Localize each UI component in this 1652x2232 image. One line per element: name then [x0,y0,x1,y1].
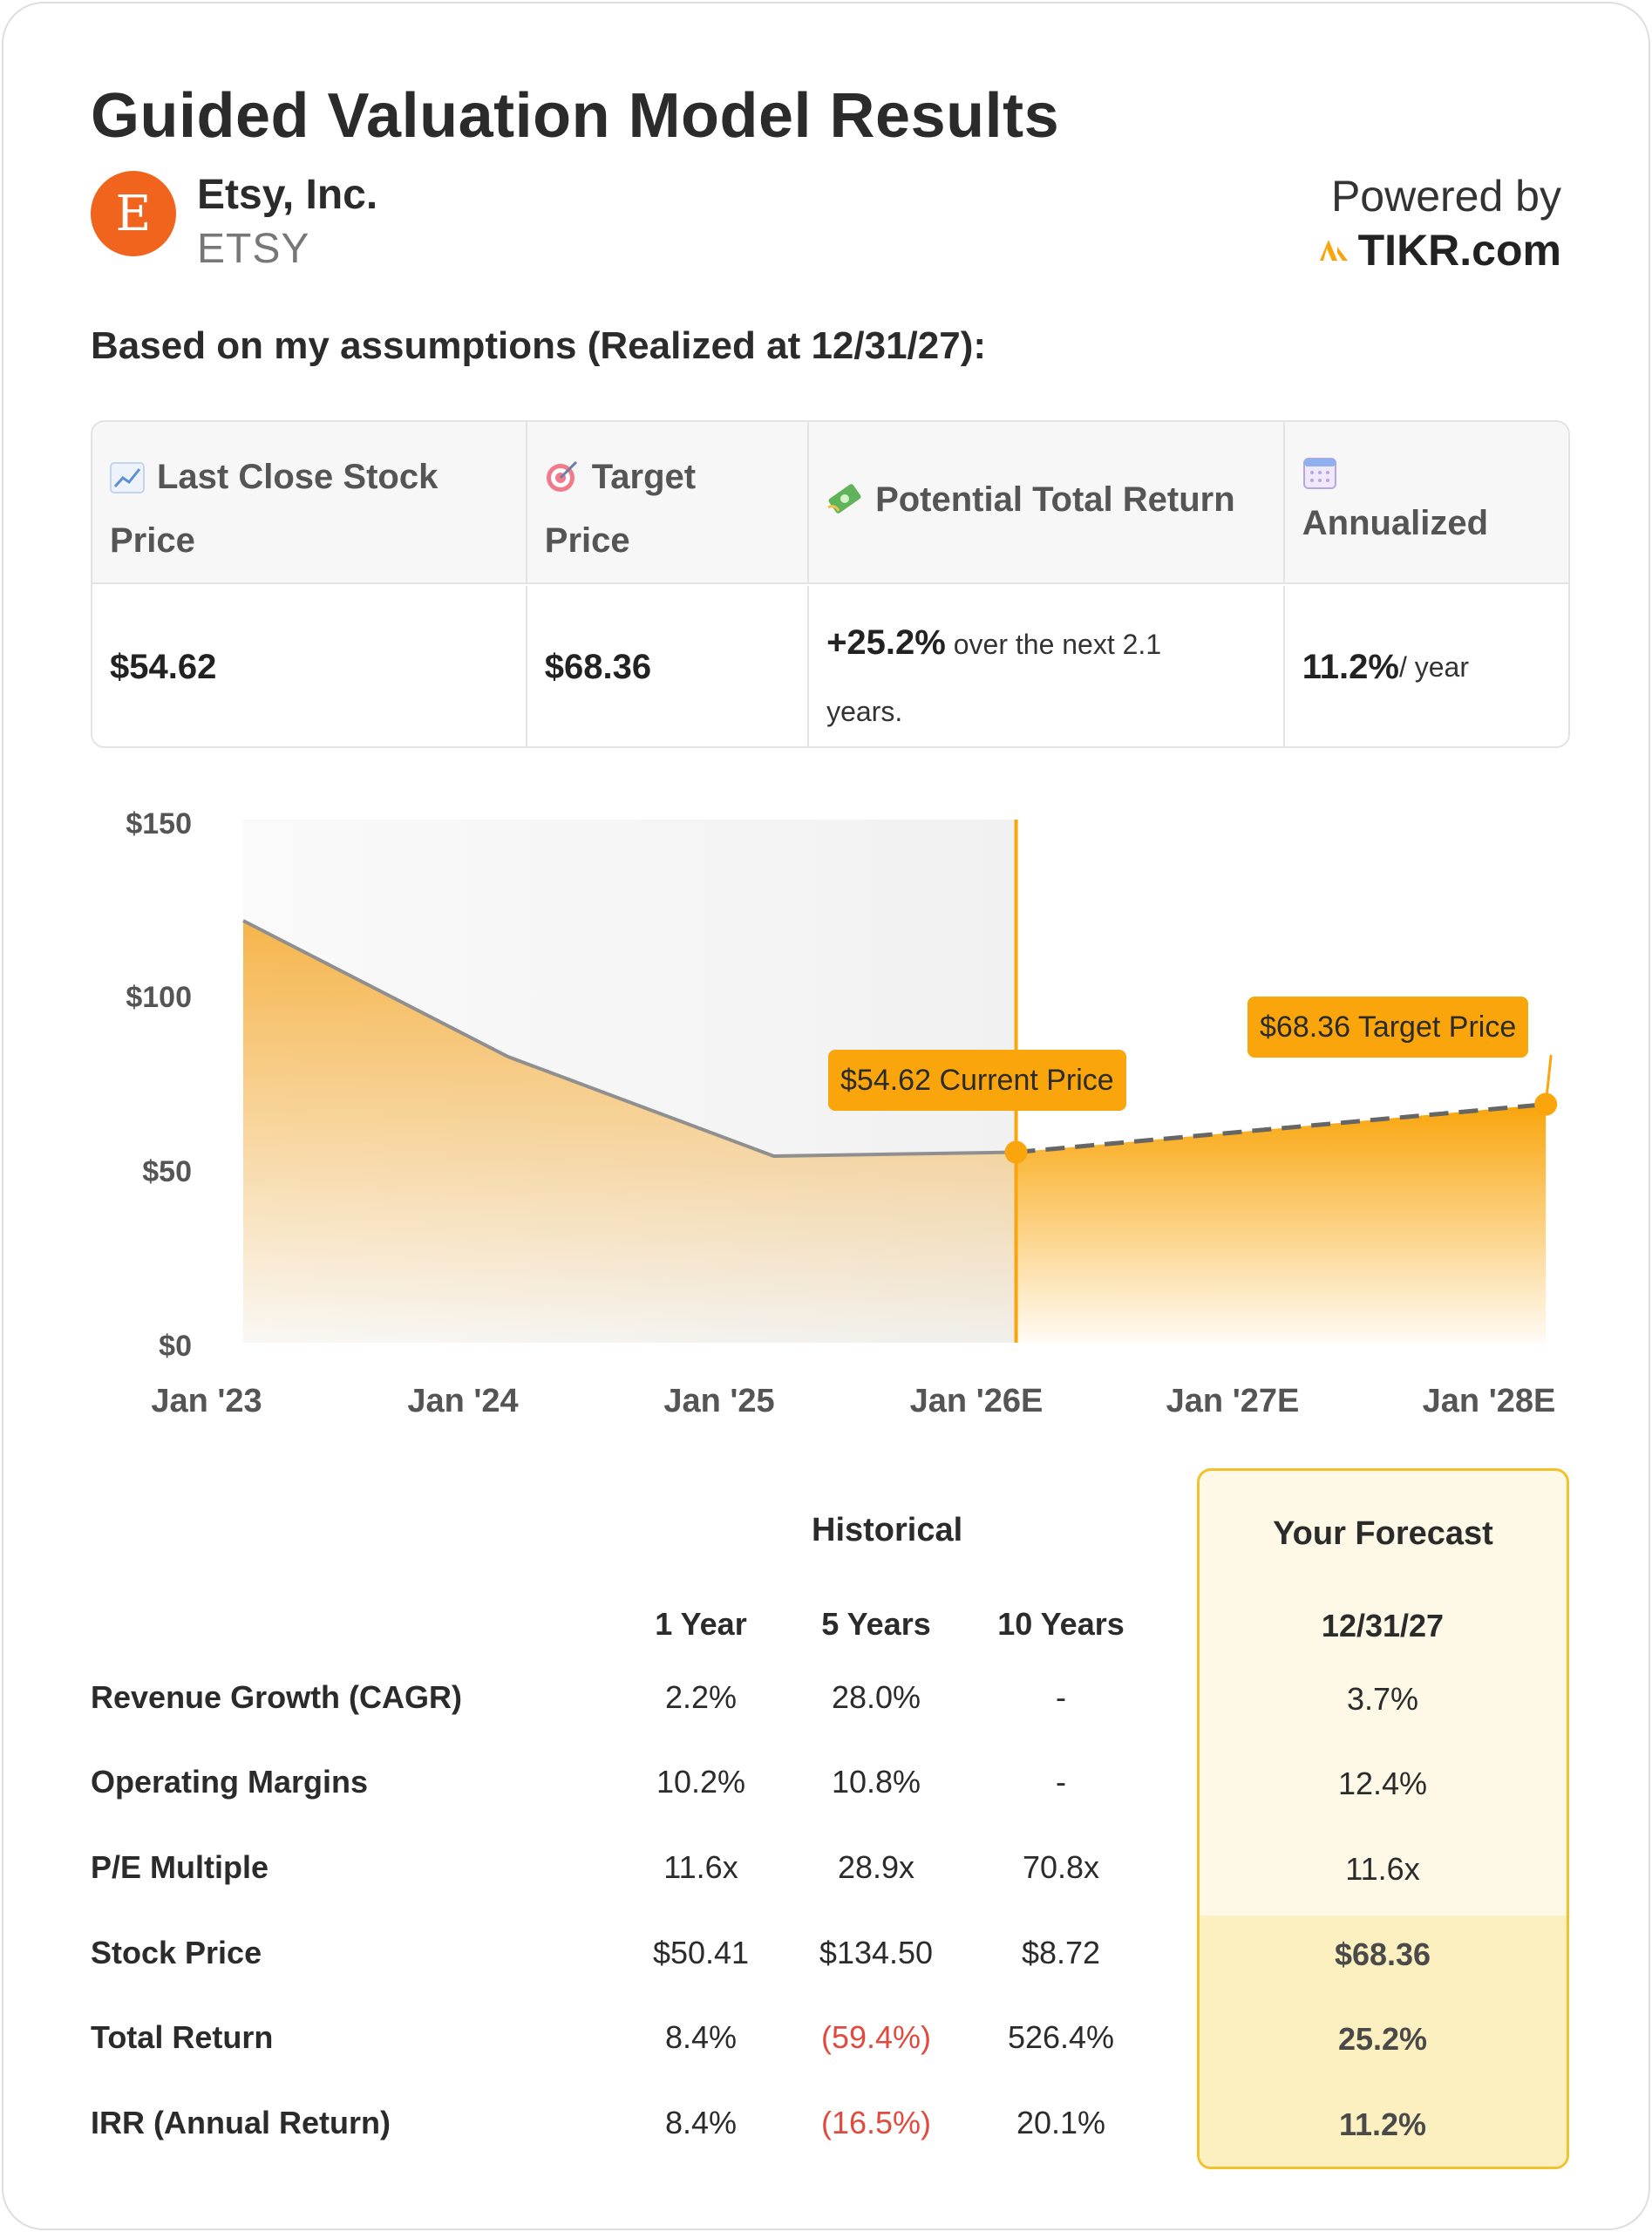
row-label-operating-margins: Operating Margins [91,1764,369,1800]
historical-price-line [242,919,1016,1159]
total-return-value: +25.2% [826,623,946,662]
x-tick-label: Jan '24 [407,1383,519,1419]
forecast-value-cell: 12.4% [1337,1766,1428,1801]
forecast-area [1016,1104,1547,1343]
value-cell: 2.2% [664,1679,738,1715]
y-tick-label: $50 [142,1155,192,1188]
total-return-cell: +25.2% over the next 2.1 years. [809,586,1285,746]
value-cell: $8.72 [1021,1935,1101,1970]
company-name: Etsy, Inc. [197,172,378,218]
row-label-irr: IRR (Annual Return) [91,2105,391,2140]
x-tick-label: Jan '27E [1166,1383,1300,1419]
target-cell: $68.36 [527,586,810,746]
provider-brand[interactable]: TIKR.com [1319,225,1561,276]
value-cell: 10.8% [831,1764,921,1800]
value-cell: $134.50 [819,1935,934,1970]
value-cell: 526.4% [1007,2019,1115,2055]
header-annualized: Annualized [1285,422,1568,582]
summary-table: Last Close Stock Price Target Price Pote… [91,420,1570,748]
header-last-close-line2: Price [110,521,195,560]
row-label-stock-price: Stock Price [91,1935,262,1970]
chart-increasing-icon [110,453,145,512]
summary-header-row: Last Close Stock Price Target Price Pote… [92,422,1568,584]
row-label-pe-multiple: P/E Multiple [91,1849,269,1885]
annualized-cell: 11.2% / year [1285,586,1568,746]
company-logo: E [91,171,176,256]
calendar-icon [1302,458,1337,493]
row-label-total-return: Total Return [91,2019,274,2055]
header-target: Target Price [527,422,810,582]
summary-value-row: $54.62 $68.36 +25.2% over the next 2.1 y… [92,586,1568,746]
forecast-column [1197,1468,1569,2169]
value-cell: 10.2% [656,1764,746,1800]
annualized-unit: / year [1398,650,1469,683]
forecast-header: Your Forecast [1273,1515,1493,1552]
value-cell-negative: (59.4%) [820,2019,932,2055]
last-close-value: $54.62 [110,647,217,686]
value-cell: 8.4% [664,2019,738,2055]
x-tick-label: Jan '28E [1422,1383,1556,1419]
row-label-revenue-growth: Revenue Growth (CAGR) [91,1679,463,1715]
forecast-value-cell: 3.7% [1346,1681,1419,1717]
total-return-text: over the next 2.1 [945,629,1162,660]
value-cell: 20.1% [1016,2105,1106,2140]
value-cell: 28.0% [831,1679,921,1715]
col-header-10-years: 10 Years [997,1606,1125,1642]
last-close-cell: $54.62 [92,586,527,746]
header-target-line1: Target [591,458,697,496]
historical-header: Historical [812,1512,963,1548]
forecast-value-cell: 11.6x [1345,1851,1420,1887]
col-header-5-years: 5 Years [821,1606,931,1642]
value-cell: - [1056,1764,1066,1800]
value-cell: - [1056,1679,1066,1715]
x-tick-label: Jan '23 [151,1383,262,1419]
header-annualized-label: Annualized [1302,504,1489,542]
header-total-return-label: Potential Total Return [875,480,1235,519]
price-chart: $150 $100 $50 $0 Jan '23 Jan '24 Jan '25… [3,788,1649,1451]
col-header-1-year: 1 Year [655,1606,747,1642]
x-tick-label: Jan '26E [909,1383,1044,1419]
target-icon [545,453,580,512]
current-price-point [1004,1140,1028,1164]
current-price-callout: $54.62 Current Price [828,1050,1126,1111]
forecast-value-cell: 11.2% [1338,2106,1427,2142]
header-last-close: Last Close Stock Price [92,422,527,582]
target-price-callout: $68.36 Target Price [1247,997,1529,1058]
y-tick-label: $100 [126,981,192,1014]
header-target-line2: Price [544,521,630,560]
powered-by-label: Powered by [1330,172,1561,221]
target-price-point [1534,1092,1558,1116]
money-with-wings-icon [826,476,863,534]
price-chart-svg [242,820,1558,1343]
assumptions-heading: Based on my assumptions (Realized at 12/… [91,324,987,367]
page-title: Guided Valuation Model Results [91,81,1060,151]
x-tick-label: Jan '25 [663,1383,775,1419]
provider-name: TIKR.com [1357,226,1561,275]
tikr-logo-icon [1319,240,1348,261]
logo-letter: E [115,185,152,242]
y-tick-label: $0 [159,1330,192,1363]
value-cell: 70.8x [1022,1849,1100,1885]
header-total-return: Potential Total Return [809,422,1285,582]
header-last-close-line1: Last Close Stock [157,458,438,496]
value-cell: $50.41 [652,1935,750,1970]
col-header-forecast-date: 12/31/27 [1321,1608,1445,1643]
value-cell: 8.4% [664,2105,738,2140]
forecast-highlight [1200,1916,1567,2167]
forecast-value-cell: 25.2% [1337,2021,1428,2057]
value-cell: 28.9x [837,1849,915,1885]
total-return-text-2: years. [826,696,903,727]
y-tick-label: $150 [126,807,192,840]
target-value: $68.36 [544,647,652,686]
ticker-symbol: ETSY [197,226,310,272]
value-cell-negative: (16.5%) [820,2105,932,2140]
annualized-value: 11.2% [1302,647,1399,686]
value-cell: 11.6x [663,1849,738,1885]
forecast-value-cell: $68.36 [1334,1936,1431,1972]
historical-area [243,921,1016,1343]
